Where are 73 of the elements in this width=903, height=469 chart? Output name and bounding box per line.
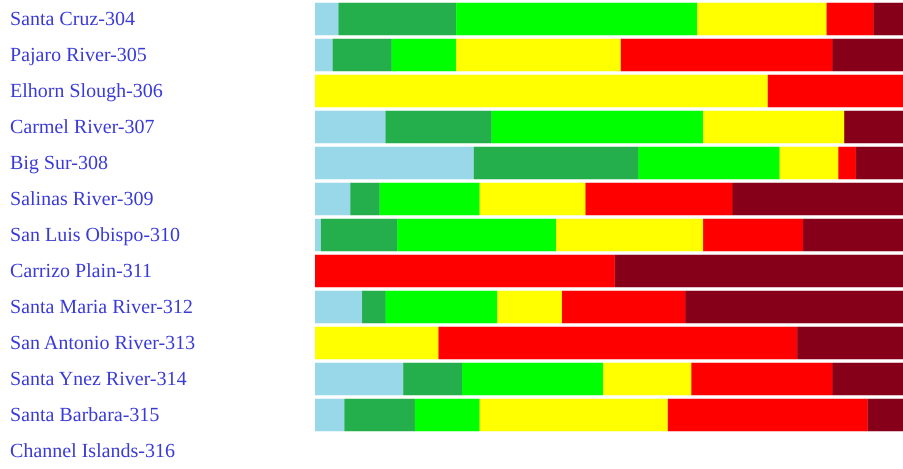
bar [844,110,903,144]
bar [315,146,474,180]
bar [350,182,380,216]
bar [480,398,668,432]
bar [703,218,804,252]
y-tick-label: Salinas River-309 [10,188,154,210]
bar [768,74,903,108]
bar [491,110,704,144]
bar [338,2,456,36]
bar [832,362,903,396]
bar [868,398,903,432]
y-tick-label: Carmel River-307 [10,116,155,138]
bar [497,290,562,324]
bar [838,146,856,180]
bar [803,218,903,252]
y-tick-label: Santa Cruz-304 [10,8,135,30]
y-tick-label: Channel Islands-316 [10,440,175,462]
bar [315,326,438,360]
bar [315,254,615,288]
bar [386,110,492,144]
bar [403,362,462,396]
bar [397,218,556,252]
bar [362,290,386,324]
bar [826,2,874,36]
bar [315,362,404,396]
y-tick-label: Carrizo Plain-311 [10,260,152,282]
bar [797,326,903,360]
bar [614,254,903,288]
y-tick-label: Santa Maria River-312 [10,296,193,318]
bar [668,398,868,432]
bar [386,290,498,324]
bar [874,2,903,36]
bar [480,182,586,216]
bar [638,146,780,180]
bar [556,218,704,252]
bar [380,182,480,216]
bar [315,74,768,108]
bar [585,182,732,216]
bar [697,2,827,36]
bar [315,2,339,36]
bar [603,362,692,396]
bar [315,110,386,144]
bar [456,38,621,72]
bar [732,182,903,216]
bar [562,290,686,324]
y-tick-label: San Antonio River-313 [10,332,196,354]
bar [474,146,638,180]
bar [780,146,838,180]
bar [456,2,698,36]
y-tick-label: Santa Ynez River-314 [10,368,187,390]
bar [332,38,392,72]
bar [685,290,903,324]
bar [414,398,480,432]
bar [462,362,604,396]
bar [320,218,398,252]
bar [315,38,333,72]
bar [832,38,903,72]
bar [315,182,350,216]
bar [315,290,362,324]
bar [315,218,321,252]
bar [703,110,844,144]
y-tick-label: Santa Barbara-315 [10,404,160,426]
y-tick-label: Pajaro River-305 [10,44,147,66]
y-tick-label: Big Sur-308 [10,152,108,174]
bar [691,362,832,396]
bar [438,326,798,360]
bar [856,146,903,180]
bar [391,38,456,72]
bar [344,398,415,432]
bar [620,38,832,72]
y-tick-label: San Luis Obispo-310 [10,224,180,246]
y-tick-label: Elhorn Slough-306 [10,80,163,102]
bar [315,398,344,432]
